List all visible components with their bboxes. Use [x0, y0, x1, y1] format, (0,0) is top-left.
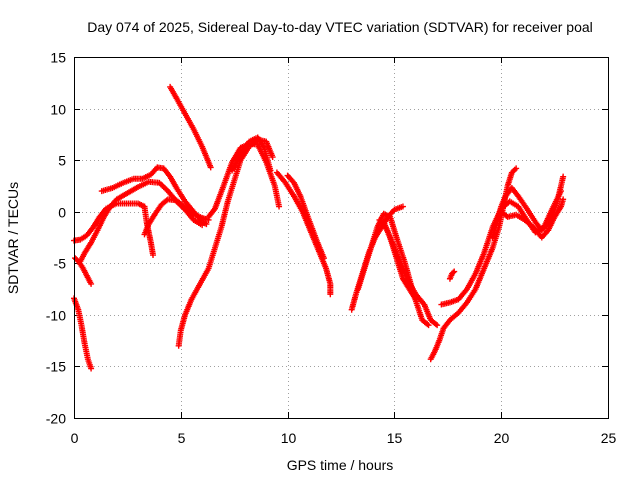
grid-lines — [74, 57, 608, 418]
data-point — [434, 322, 441, 329]
data-point — [560, 173, 567, 180]
data-point — [267, 167, 274, 174]
series-track-09 — [175, 136, 276, 349]
data-point — [88, 280, 95, 287]
series-track-12 — [273, 169, 334, 298]
y-tick-label: 0 — [58, 205, 66, 221]
series-track-20 — [446, 268, 458, 282]
y-tick-label: -5 — [54, 256, 67, 272]
data-points — [71, 83, 567, 372]
x-axis-label: GPS time / hours — [287, 457, 394, 473]
data-point — [513, 165, 520, 172]
data-point — [432, 321, 439, 328]
y-tick-label: 10 — [50, 102, 66, 118]
series-track-21 — [489, 173, 567, 241]
data-point — [424, 321, 431, 328]
data-point — [150, 252, 157, 259]
series-track-22 — [498, 196, 567, 241]
x-tick-label: 25 — [601, 430, 617, 446]
data-point — [560, 196, 567, 203]
data-point — [399, 203, 406, 210]
y-axis-label: SDTVAR / TECUs — [5, 182, 21, 294]
y-tick-label: 15 — [50, 50, 66, 66]
data-point — [269, 154, 276, 161]
y-tick-label: 5 — [58, 153, 66, 169]
plot-frame — [74, 57, 609, 419]
x-tick-label: 0 — [71, 430, 79, 446]
axis-ticks: 0 5 10 15 20 25 -20 -15 -10 -5 0 5 10 15 — [46, 50, 617, 447]
series-track-15 — [355, 210, 432, 329]
data-point — [276, 203, 283, 210]
data-point — [425, 322, 432, 329]
series-track-11 — [229, 134, 274, 174]
series-track-08 — [167, 83, 214, 171]
chart-title: Day 074 of 2025, Sidereal Day-to-day VTE… — [87, 19, 593, 35]
x-tick-label: 10 — [281, 430, 297, 446]
series-track-07 — [141, 196, 212, 238]
data-point — [88, 365, 95, 372]
series-track-13 — [284, 172, 327, 262]
y-tick-label: -20 — [46, 411, 66, 427]
data-point — [327, 291, 334, 298]
data-point — [451, 268, 458, 275]
series-track-17 — [380, 219, 419, 303]
data-point — [207, 164, 214, 171]
x-tick-label: 5 — [178, 430, 186, 446]
data-point — [412, 296, 419, 303]
x-tick-label: 15 — [387, 430, 403, 446]
x-tick-label: 20 — [494, 430, 510, 446]
data-point — [450, 269, 457, 276]
y-tick-label: -15 — [46, 359, 66, 375]
data-point — [320, 255, 327, 262]
y-tick-label: -10 — [46, 308, 66, 324]
